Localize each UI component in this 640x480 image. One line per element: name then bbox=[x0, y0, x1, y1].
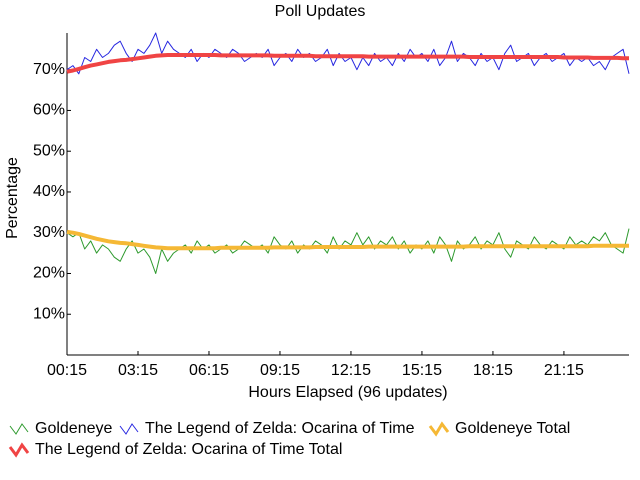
x-tick-label: 06:15 bbox=[189, 362, 229, 379]
y-axis-label: Percentage bbox=[4, 157, 21, 239]
legend-label: Goldeneye Total bbox=[455, 420, 570, 437]
legend-icon bbox=[8, 442, 30, 458]
x-tick-label: 15:15 bbox=[402, 362, 442, 379]
series-line bbox=[66, 229, 629, 251]
y-tick-label: 50% bbox=[33, 142, 65, 159]
legend-label: The Legend of Zelda: Ocarina of Time Tot… bbox=[35, 441, 342, 458]
series-line bbox=[66, 53, 629, 74]
legend-icon bbox=[119, 423, 139, 435]
y-tick-label: 70% bbox=[33, 61, 65, 78]
x-tick-label: 03:15 bbox=[118, 362, 158, 379]
legend-icon bbox=[9, 423, 29, 435]
y-tick-label: 20% bbox=[33, 265, 65, 282]
y-tick-label: 60% bbox=[33, 102, 65, 119]
series-line bbox=[66, 228, 630, 274]
x-tick-label: 12:15 bbox=[331, 362, 371, 379]
x-axis-label: Hours Elapsed (96 updates) bbox=[248, 384, 447, 401]
series-line bbox=[66, 32, 630, 75]
legend-label: Goldeneye bbox=[35, 420, 112, 437]
legend-label: The Legend of Zelda: Ocarina of Time bbox=[145, 420, 415, 437]
x-tick-label: 21:15 bbox=[544, 362, 584, 379]
y-tick-label: 30% bbox=[33, 224, 65, 241]
legend-icon bbox=[428, 421, 450, 437]
y-tick-label: 10% bbox=[33, 305, 65, 322]
chart-title: Poll Updates bbox=[275, 3, 366, 20]
x-tick-label: 00:15 bbox=[47, 362, 87, 379]
x-tick-label: 18:15 bbox=[473, 362, 513, 379]
y-tick-label: 40% bbox=[33, 183, 65, 200]
x-tick-label: 09:15 bbox=[260, 362, 300, 379]
